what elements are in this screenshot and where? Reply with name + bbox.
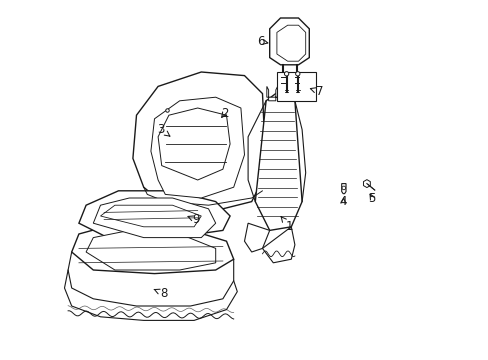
Circle shape [284,72,288,76]
Polygon shape [269,18,309,65]
Polygon shape [101,205,201,227]
Polygon shape [79,191,230,238]
Polygon shape [262,227,294,263]
Polygon shape [276,25,305,61]
Polygon shape [93,198,215,238]
Polygon shape [158,108,230,180]
Text: 3: 3 [157,123,170,136]
Text: 5: 5 [368,192,375,204]
Text: 4: 4 [339,195,346,208]
Text: 7: 7 [310,85,323,98]
Polygon shape [151,97,244,198]
Polygon shape [281,86,291,101]
Polygon shape [266,86,277,101]
Text: 9: 9 [187,213,199,226]
Text: 2: 2 [221,107,228,120]
Polygon shape [255,90,302,230]
Polygon shape [86,230,215,270]
Circle shape [342,186,345,190]
Polygon shape [244,223,269,252]
Polygon shape [363,180,369,188]
Text: 6: 6 [256,35,267,48]
Polygon shape [72,223,233,274]
Text: 8: 8 [154,287,167,300]
Text: 1: 1 [281,217,293,233]
Polygon shape [276,72,316,101]
Circle shape [295,72,299,76]
Polygon shape [341,184,346,194]
Polygon shape [133,72,265,212]
